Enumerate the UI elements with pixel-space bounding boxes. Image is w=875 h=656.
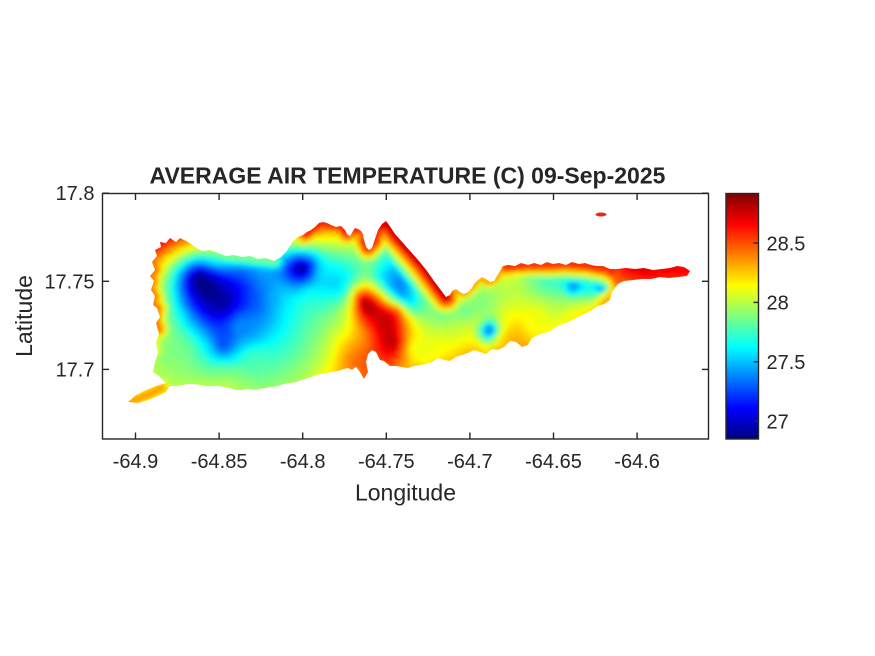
svg-text:-64.85: -64.85: [191, 451, 248, 473]
svg-text:-64.6: -64.6: [614, 451, 660, 473]
svg-text:27: 27: [767, 412, 789, 434]
svg-text:-64.75: -64.75: [358, 451, 415, 473]
svg-text:Longitude: Longitude: [355, 480, 456, 506]
svg-text:27.5: 27.5: [767, 352, 806, 374]
svg-text:17.8: 17.8: [56, 183, 95, 205]
svg-text:17.7: 17.7: [56, 359, 95, 381]
svg-text:-64.9: -64.9: [113, 451, 159, 473]
svg-text:-64.65: -64.65: [525, 451, 582, 473]
svg-text:-64.7: -64.7: [447, 451, 493, 473]
svg-text:28.5: 28.5: [767, 233, 806, 255]
svg-text:-64.8: -64.8: [280, 451, 326, 473]
svg-text:28: 28: [767, 293, 789, 315]
svg-text:AVERAGE AIR TEMPERATURE (C) 09: AVERAGE AIR TEMPERATURE (C) 09-Sep-2025: [150, 163, 666, 189]
svg-text:Latitude: Latitude: [11, 275, 37, 357]
svg-text:17.75: 17.75: [44, 271, 94, 293]
